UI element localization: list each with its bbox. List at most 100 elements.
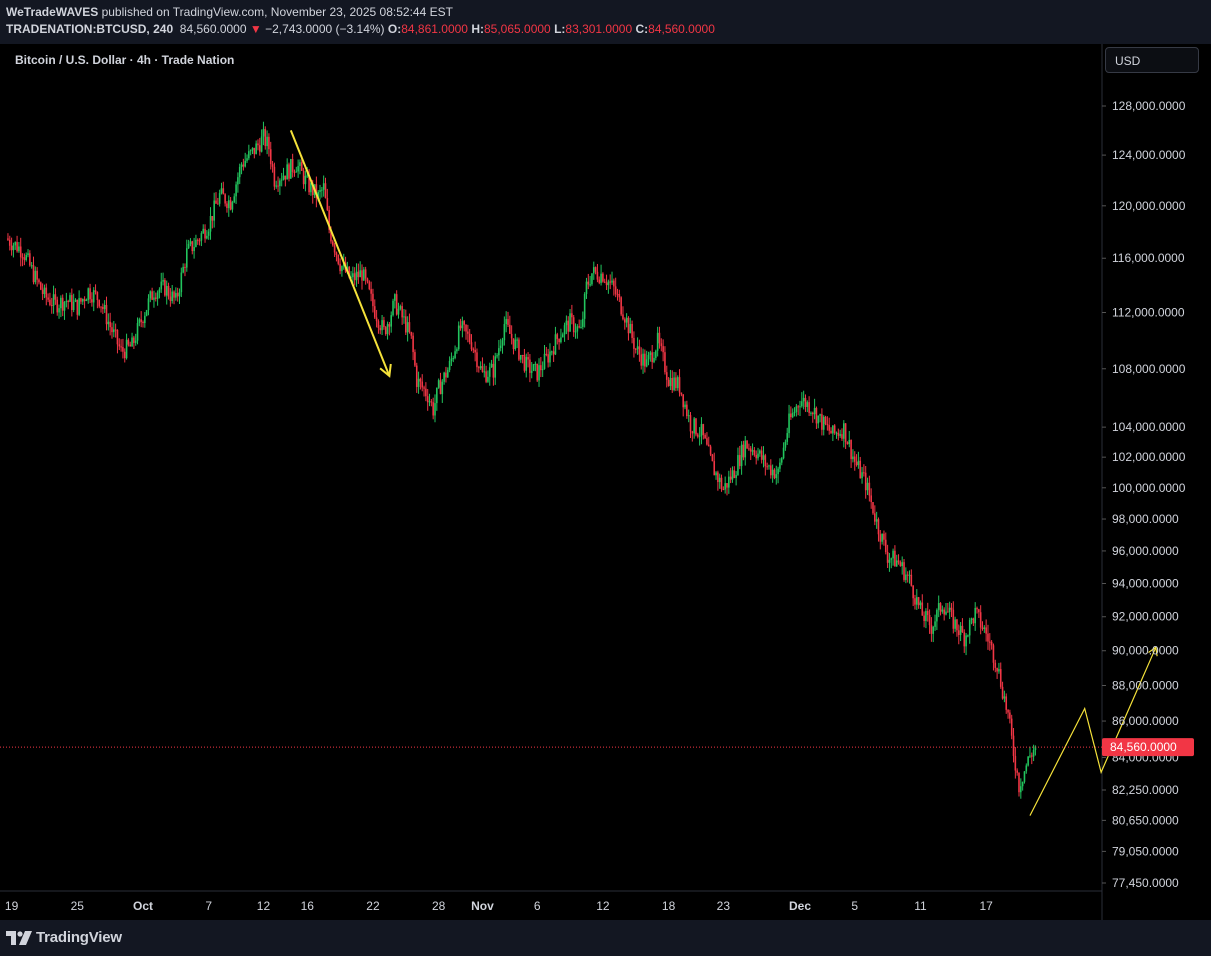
candle-down — [596, 271, 599, 280]
candle-up — [791, 412, 794, 418]
time-tick-label: 5 — [851, 899, 858, 913]
candle-down — [264, 129, 267, 147]
candle-up — [919, 602, 922, 606]
candle-down — [855, 461, 858, 466]
candle-up — [350, 277, 352, 279]
candle-up — [153, 297, 155, 300]
candle-up — [498, 348, 500, 356]
candle-down — [217, 203, 219, 205]
candle-up — [780, 458, 783, 463]
time-tick-label: 7 — [205, 899, 212, 913]
candle-up — [175, 292, 177, 298]
candle-up — [147, 298, 150, 311]
candle-down — [640, 354, 643, 366]
candle-down — [1007, 709, 1009, 713]
currency-button[interactable]: USD — [1105, 47, 1199, 73]
candle-up — [698, 435, 701, 437]
time-tick-label: 12 — [257, 899, 271, 913]
candle-down — [521, 355, 524, 357]
candle-up — [819, 414, 821, 416]
candle-down — [45, 287, 48, 298]
candle-up — [251, 147, 254, 151]
candle-up — [443, 372, 445, 382]
candle-up — [103, 304, 106, 310]
candle-down — [748, 448, 750, 450]
candle-down — [377, 321, 380, 328]
publisher-name[interactable]: WeTradeWAVES — [6, 5, 99, 19]
trend-arrow-line[interactable] — [289, 129, 391, 377]
candle-up — [519, 355, 522, 360]
candle-down — [1010, 718, 1013, 736]
candle-down — [29, 253, 31, 266]
candle-up — [30, 265, 33, 267]
candle-down — [315, 184, 318, 199]
candle-down — [41, 289, 44, 295]
candle-up — [144, 315, 146, 324]
candle-up — [87, 288, 90, 301]
candle-up — [810, 412, 812, 414]
candle-up — [580, 326, 582, 328]
candle-up — [457, 325, 460, 350]
candle-down — [602, 273, 604, 282]
candle-down — [667, 379, 670, 387]
candle-down — [618, 294, 621, 298]
candle-up — [583, 293, 586, 319]
candle-up — [186, 248, 188, 268]
candle-up — [563, 325, 566, 335]
price-chart[interactable]: 128,000.0000 124,000.0000 120,000.0000 116,… — [0, 44, 1211, 920]
candle-up — [158, 289, 161, 293]
candle-up — [970, 618, 973, 620]
candle-up — [43, 287, 46, 295]
price-change: −2,743.0000 (−3.14%) — [265, 22, 385, 36]
candle-up — [403, 316, 405, 318]
candle-down — [624, 319, 626, 323]
candle-up — [649, 352, 652, 356]
candle-down — [1012, 735, 1015, 756]
time-tick-label: 11 — [914, 899, 927, 913]
candle-up — [954, 619, 956, 629]
candle-up — [673, 377, 675, 391]
candle-down — [50, 305, 53, 307]
candle-down — [921, 602, 924, 616]
candle-down — [651, 352, 653, 363]
candle-up — [496, 355, 498, 357]
candle-down — [872, 502, 874, 514]
candle-up — [207, 231, 210, 236]
projection-path[interactable] — [1029, 647, 1157, 816]
candle-up — [178, 292, 181, 297]
candle-up — [718, 477, 721, 483]
candle-up — [74, 299, 77, 302]
candle-up — [352, 273, 354, 278]
candle-up — [516, 339, 518, 341]
candle-down — [1005, 696, 1008, 710]
candle-down — [702, 424, 705, 435]
candle-down — [339, 263, 341, 272]
candle-up — [248, 151, 250, 159]
tradingview-logo[interactable]: TradingView — [6, 929, 122, 946]
candle-up — [554, 334, 557, 355]
price-tick-label: 94,000.0000 — [1112, 576, 1179, 590]
candle-down — [21, 257, 24, 259]
candle-up — [737, 455, 739, 476]
candle-down — [713, 461, 716, 476]
candle-down — [815, 407, 818, 424]
candle-up — [642, 353, 644, 366]
candle-up — [81, 298, 84, 302]
candle-down — [133, 337, 135, 343]
candle-down — [169, 296, 172, 302]
candle-down — [729, 476, 732, 480]
candle-up — [1029, 755, 1031, 757]
candle-down — [972, 618, 975, 624]
time-tick-label: 6 — [534, 899, 541, 913]
tradingview-logo-icon — [6, 930, 32, 945]
candle-up — [1025, 765, 1028, 772]
candle-down — [680, 392, 683, 395]
candle-up — [299, 162, 301, 167]
candle-up — [857, 460, 860, 466]
candle-up — [565, 320, 568, 326]
time-tick-label: 25 — [71, 899, 85, 913]
candle-down — [379, 327, 382, 331]
candle-up — [134, 340, 137, 343]
candle-down — [116, 329, 119, 345]
symbol-label[interactable]: TRADENATION:BTCUSD, 240 — [6, 22, 174, 36]
